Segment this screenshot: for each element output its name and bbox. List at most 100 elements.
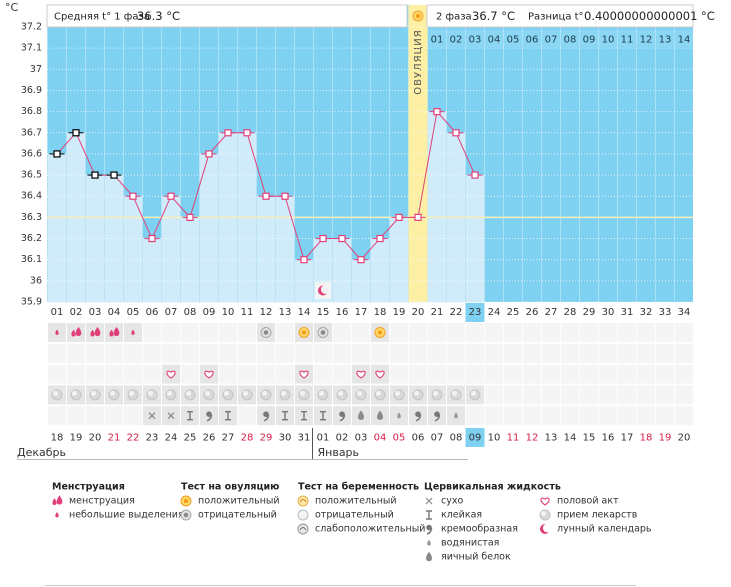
- symbol-cell: [542, 343, 560, 363]
- symbol-cell: [542, 323, 560, 342]
- drop: [94, 327, 101, 336]
- icon-heart: [356, 370, 366, 379]
- symbol-cell: [48, 343, 66, 363]
- temperature-bar: [47, 153, 67, 303]
- icon-egg-white: [358, 410, 364, 420]
- ovulation-label: ОВУЛЯЦИЯ: [413, 29, 424, 95]
- phase2-day-cell: [618, 30, 636, 48]
- legend-item: отрицательный: [198, 510, 277, 521]
- symbol-cell: [656, 364, 674, 384]
- day-number: 04: [108, 307, 121, 318]
- calendar-date: 19: [70, 433, 83, 444]
- symbol-cell: [618, 343, 636, 363]
- day-number: 29: [583, 307, 596, 318]
- calendar-date: 02: [336, 433, 349, 444]
- phase2-day-cell: [485, 30, 503, 48]
- temperature-bar: [465, 174, 485, 303]
- symbol-cell: [523, 406, 541, 426]
- symbol-cell: [200, 343, 218, 363]
- shine: [205, 390, 210, 396]
- symbol-cell: [523, 364, 541, 384]
- drop: [109, 329, 114, 337]
- symbol-cell: [124, 364, 142, 384]
- symbol-cell: [656, 343, 674, 363]
- symbol-cell: [390, 343, 408, 363]
- drop: [454, 412, 458, 419]
- symbol-cell: [219, 323, 237, 342]
- calendar-date: 21: [108, 433, 121, 444]
- tail: [415, 414, 422, 422]
- drop: [113, 327, 120, 336]
- shine: [110, 390, 115, 396]
- head: [415, 411, 421, 418]
- calendar-date: 01: [317, 433, 330, 444]
- day-number: 23: [469, 307, 482, 318]
- symbol-cell: [447, 364, 465, 384]
- legend-item: прием лекарств: [557, 510, 638, 521]
- tail: [434, 414, 441, 422]
- symbol-cell: [561, 406, 579, 426]
- symbol-cell: [561, 364, 579, 384]
- y-tick-label: 37: [30, 64, 42, 75]
- phase2-day-cell: [523, 30, 541, 48]
- symbol-cell: [675, 364, 693, 384]
- symbol-cell: [504, 343, 522, 363]
- icon-sticky: [301, 411, 307, 421]
- symbol-cell: [523, 343, 541, 363]
- icon-pill: [70, 389, 82, 401]
- symbol-cell: [48, 406, 66, 426]
- symbol-cell: [238, 406, 256, 426]
- calendar-date: 07: [431, 433, 444, 444]
- icon-ovulation-positive: [412, 10, 424, 22]
- symbol-cell: [580, 385, 598, 405]
- shine: [224, 390, 229, 396]
- cross: [425, 497, 433, 505]
- symbol-cell: [637, 323, 655, 342]
- day-number: 26: [526, 307, 539, 318]
- symbol-cell: [181, 323, 199, 342]
- phase2-day-cell: [504, 30, 522, 48]
- calendar-date: 27: [222, 433, 235, 444]
- symbol-cell: [485, 406, 503, 426]
- head: [339, 411, 345, 418]
- symbol-cell: [67, 343, 85, 363]
- symbol-cell: [162, 323, 180, 342]
- symbol-cell: [618, 364, 636, 384]
- day-number: 19: [393, 307, 406, 318]
- icon-watery: [397, 412, 401, 419]
- legend-item: положительный: [198, 496, 280, 507]
- calendar-date: 31: [298, 433, 311, 444]
- day-number: 02: [70, 307, 83, 318]
- icon-heart: [204, 370, 214, 379]
- calendar-date: 20: [89, 433, 102, 444]
- symbol-cell: [390, 323, 408, 342]
- y-tick-label: 36.5: [21, 170, 42, 181]
- phase2-day: 03: [469, 35, 482, 46]
- symbol-cell: [276, 364, 294, 384]
- day-number: 08: [184, 307, 197, 318]
- symbol-cell: [656, 385, 674, 405]
- shine: [338, 390, 343, 396]
- shine: [129, 390, 134, 396]
- temperature-marker: [433, 108, 441, 116]
- temperature-marker: [53, 150, 61, 158]
- drop: [55, 329, 59, 335]
- day-number: 18: [374, 307, 387, 318]
- phase2-day: 01: [431, 35, 444, 46]
- y-tick-label: 37.1: [21, 43, 42, 54]
- temperature-bar: [351, 259, 371, 303]
- icon-pill: [89, 389, 101, 401]
- symbol-cell: [485, 385, 503, 405]
- symbol-cell: [675, 385, 693, 405]
- symbol-cell: [599, 323, 617, 342]
- symbol-cell: [143, 323, 161, 342]
- icon-heart: [540, 497, 550, 506]
- symbol-cell: [428, 343, 446, 363]
- cross: [148, 412, 156, 420]
- phase2-day: 06: [526, 35, 539, 46]
- icon-creamy: [415, 411, 422, 422]
- symbol-cell: [219, 364, 237, 384]
- day-number: 28: [564, 307, 577, 318]
- icon-sticky: [225, 411, 231, 421]
- day-number: 21: [431, 307, 444, 318]
